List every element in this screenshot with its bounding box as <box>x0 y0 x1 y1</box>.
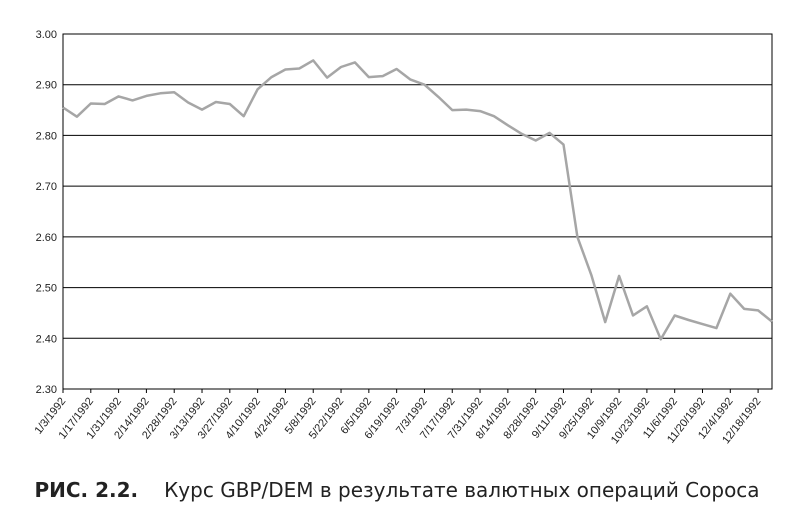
y-tick-label: 2.40 <box>36 333 57 345</box>
grid-lines <box>63 33 772 390</box>
y-tick-label: 2.30 <box>36 384 57 396</box>
line-chart: 2.30 2.40 2.50 2.60 2.70 2.80 2.90 3.00 1/3/199… <box>33 29 773 446</box>
plot-frame <box>62 33 773 390</box>
y-tick-label: 2.90 <box>36 80 57 92</box>
y-tick-label: 2.50 <box>36 283 57 295</box>
y-tick-label: 3.00 <box>36 29 57 41</box>
x-axis-ticks: 1/3/19921/17/19921/31/19922/14/19922/28/… <box>33 389 763 446</box>
y-tick-label: 2.60 <box>36 232 57 244</box>
figure-number: РИС. 2.2. <box>34 478 139 502</box>
figure-caption-text: Курс GBP/DEM в результате валютных опера… <box>164 478 760 502</box>
series-line-gbp-dem <box>62 59 773 341</box>
y-tick-label: 2.70 <box>36 181 57 193</box>
figure-caption: РИС. 2.2. Курс GBP/DEM в результате валют… <box>0 478 794 502</box>
y-tick-label: 2.80 <box>36 130 57 142</box>
y-axis-ticks: 2.30 2.40 2.50 2.60 2.70 2.80 2.90 3.00 <box>36 29 57 396</box>
